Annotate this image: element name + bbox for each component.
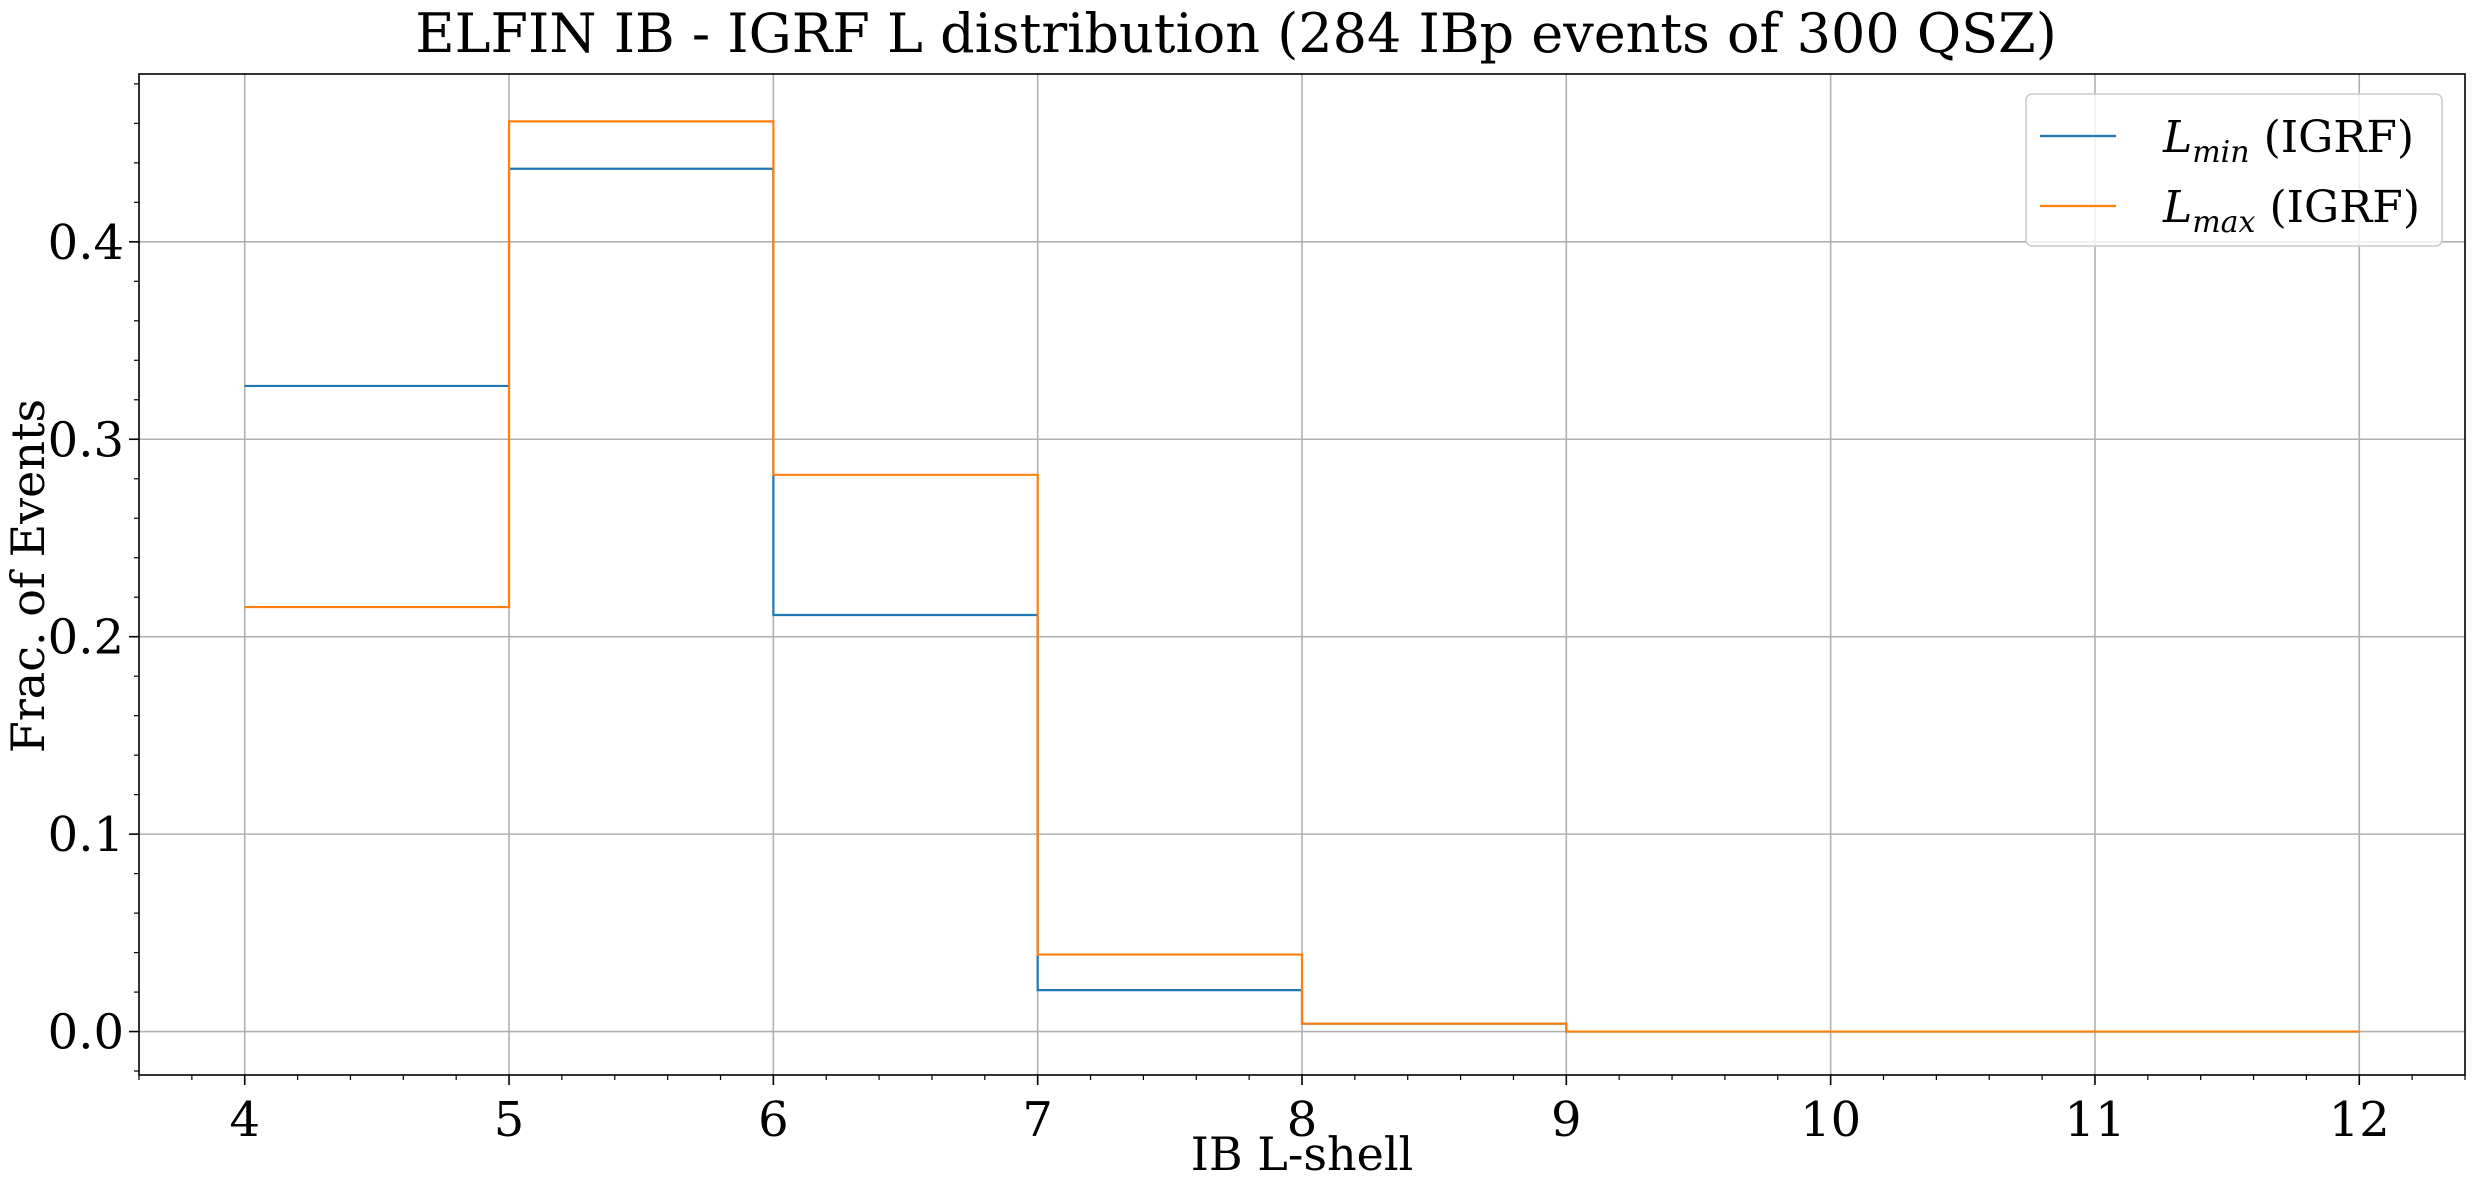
x-tick-label: 5 (494, 1092, 525, 1148)
y-tick-label: 0.3 (48, 412, 124, 468)
y-axis-label: Frac. of Events (1, 399, 55, 753)
x-tick-label: 8 (1287, 1092, 1318, 1148)
legend-label-max: Lmax (IGRF) (2162, 182, 2420, 240)
x-axis-label: IB L-shell (1191, 1127, 1414, 1181)
x-tick-label: 7 (1022, 1092, 1053, 1148)
series-line-max (244, 120, 2360, 1033)
x-tick-label: 9 (1551, 1092, 1582, 1148)
chart-title: ELFIN IB - IGRF L distribution (284 IBp … (415, 2, 2057, 65)
x-tick-label: 12 (2329, 1092, 2390, 1148)
y-tick-label: 0.2 (48, 610, 124, 666)
legend-box (2025, 93, 2443, 247)
x-tick-label: 10 (1800, 1092, 1861, 1148)
y-tick-label: 0.4 (48, 215, 124, 271)
legend: Lmin (IGRF) Lmax (IGRF) (2025, 93, 2443, 247)
series-layer (244, 120, 2360, 1033)
y-tick-label: 0.0 (48, 1005, 124, 1061)
x-tick-label: 6 (758, 1092, 789, 1148)
x-tick-label: 11 (2064, 1092, 2125, 1148)
legend-label-min: Lmin (IGRF) (2162, 112, 2414, 170)
y-tick-label: 0.1 (48, 807, 124, 863)
tick-layer: 4 5 6 7 8 9 10 11 12 0.0 0.1 0.2 0.3 0.4 (48, 83, 2466, 1148)
x-tick-label: 4 (229, 1092, 260, 1148)
